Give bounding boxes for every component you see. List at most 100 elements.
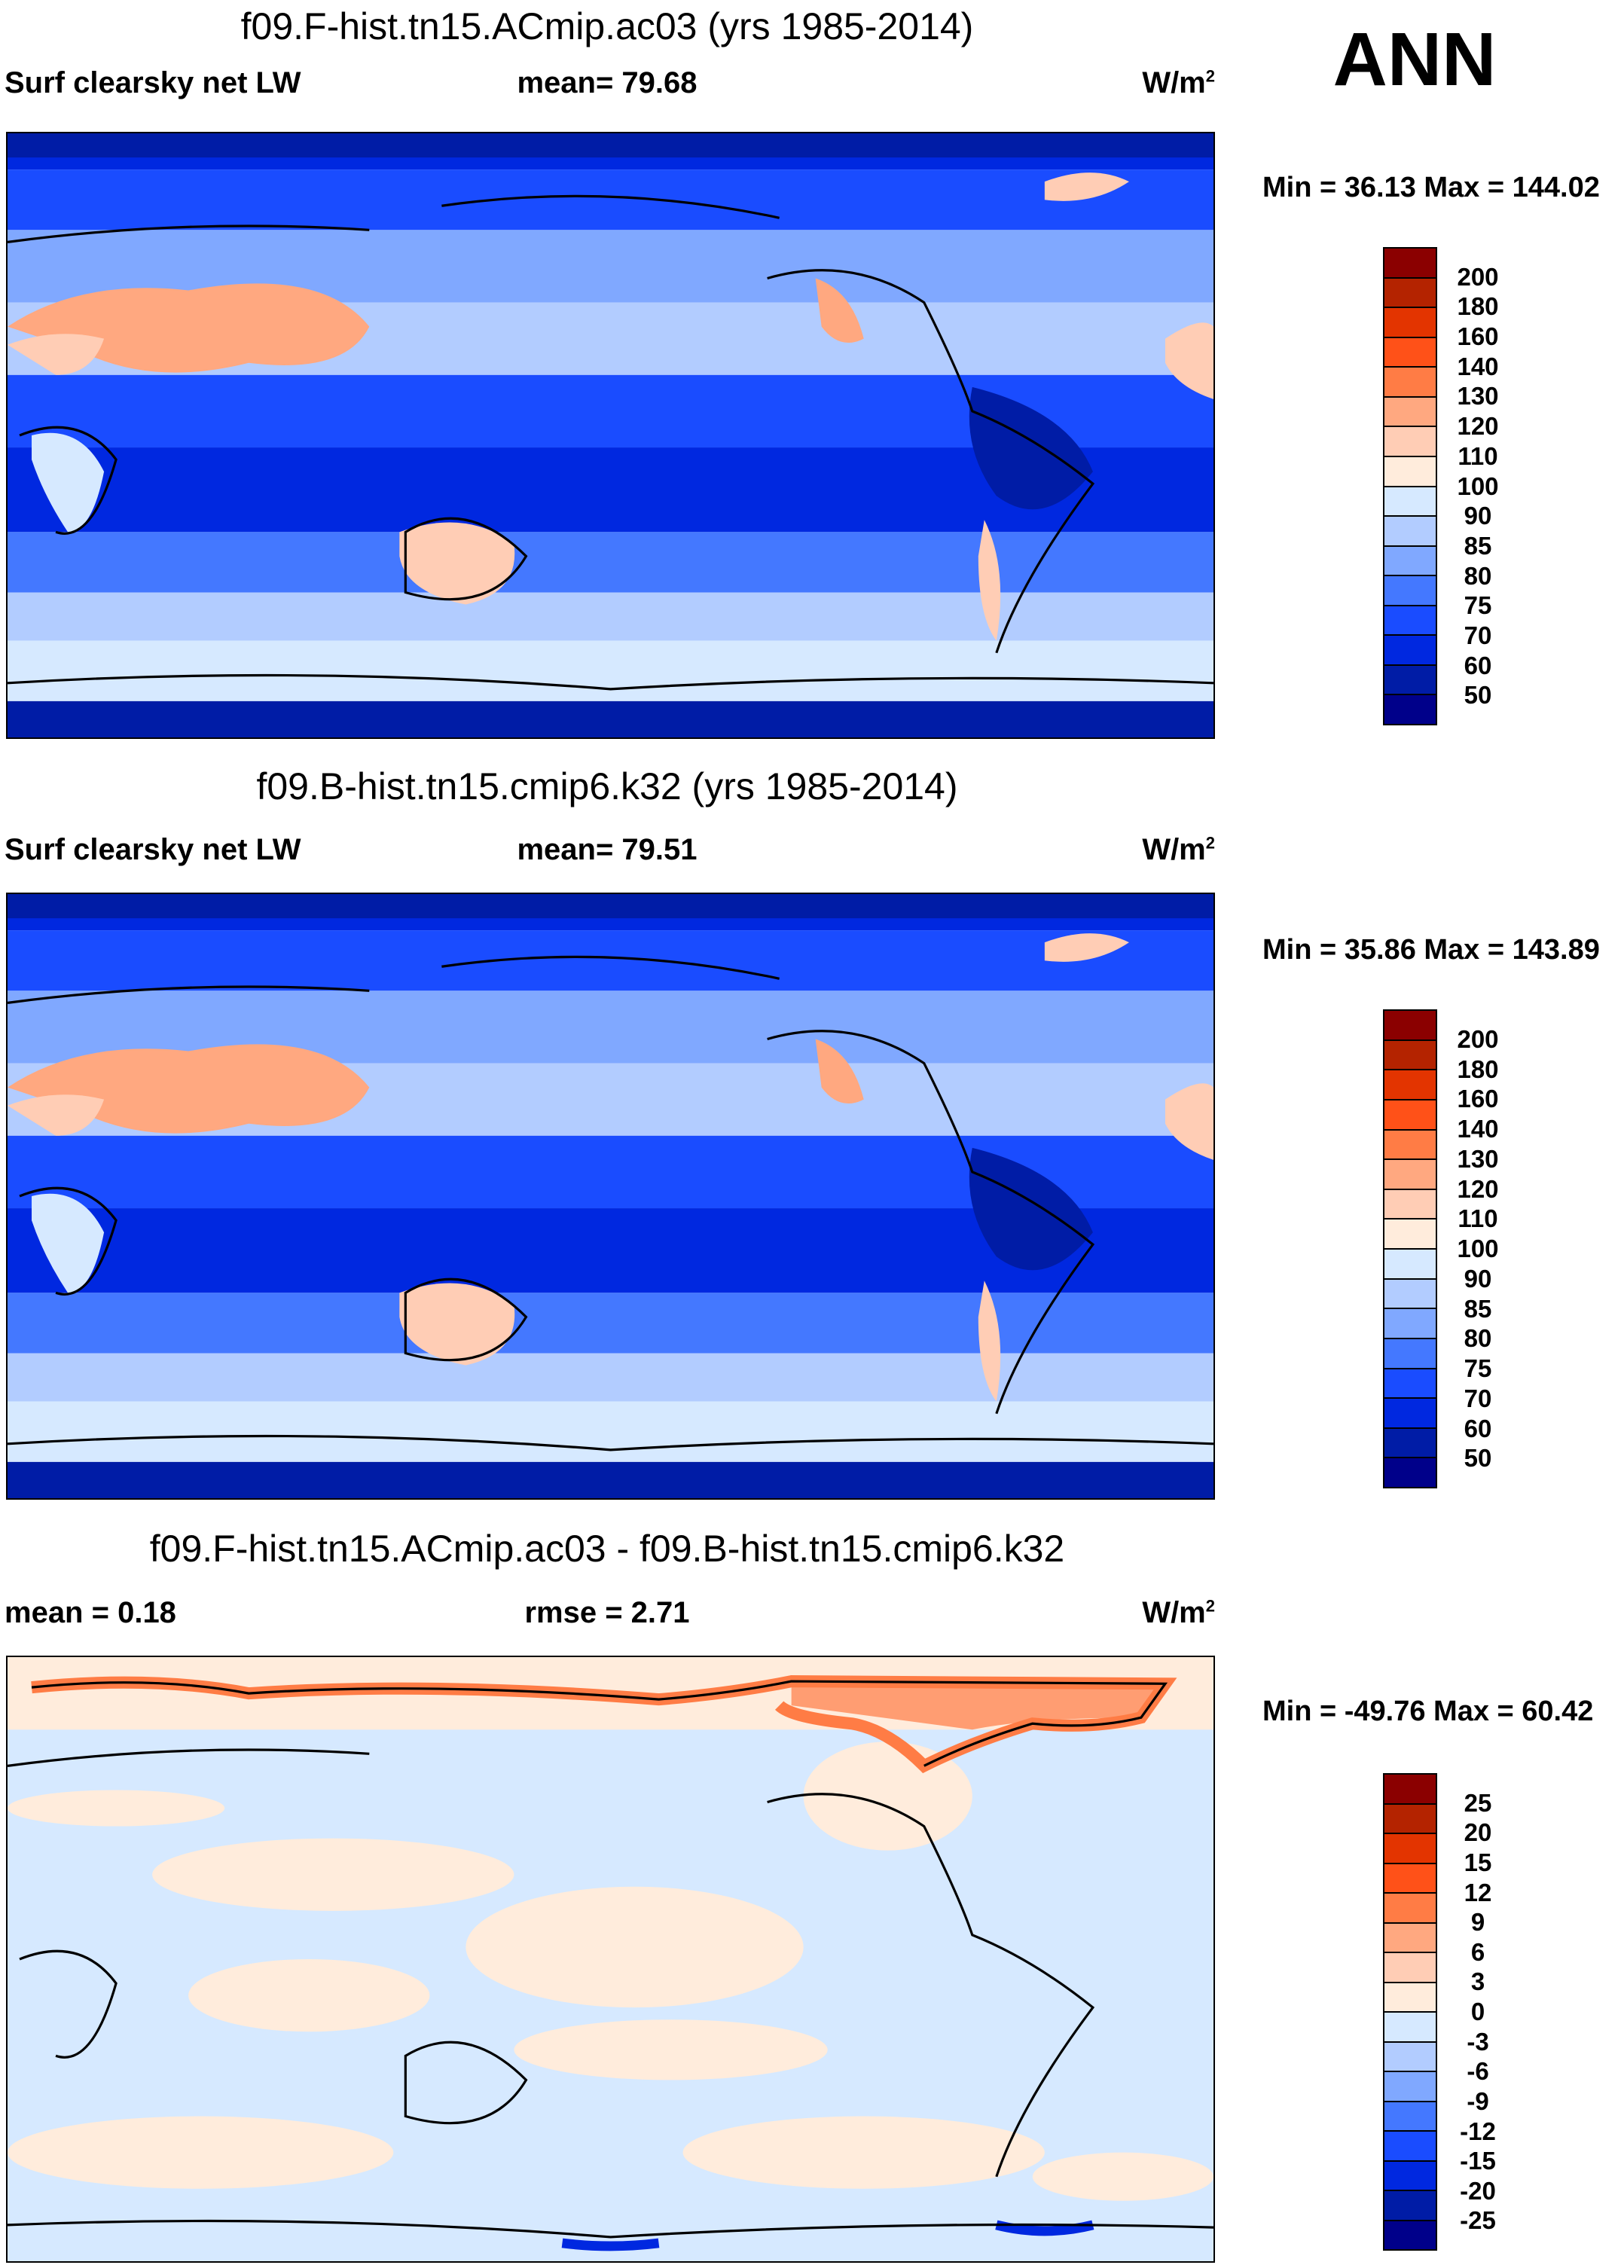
colorbar-tick-label: 75 <box>1464 591 1492 620</box>
colorbar-swatch <box>1384 1309 1436 1339</box>
colorbar-tick-label: 160 <box>1457 322 1499 351</box>
colorbar-swatch <box>1384 456 1436 487</box>
colorbar-swatch <box>1384 1894 1436 1924</box>
colorbar-tick-label: 160 <box>1457 1085 1499 1113</box>
colorbar-swatch <box>1384 546 1436 577</box>
colorbar-tick-label: 15 <box>1464 1848 1492 1876</box>
colorbar-swatch <box>1384 1130 1436 1161</box>
colorbar-tick-label: 130 <box>1457 382 1499 411</box>
colorbar-swatch <box>1384 368 1436 398</box>
contour-field <box>8 133 1213 737</box>
units-label: W/m2 <box>1142 66 1215 100</box>
units-label: W/m2 <box>1142 833 1215 867</box>
colorbar <box>1383 247 1437 725</box>
contour-field <box>8 894 1213 1498</box>
season-label: ANN <box>1332 17 1497 102</box>
units-exponent: 2 <box>1205 833 1215 853</box>
colorbar-tick-label: 6 <box>1470 1937 1485 1966</box>
colorbar-swatch <box>1384 576 1436 606</box>
colorbar-swatch <box>1384 606 1436 636</box>
colorbar-swatch <box>1384 1458 1436 1487</box>
map-plot <box>6 1656 1215 2263</box>
min-max-label: Min = -49.76 Max = 60.42 <box>1262 1696 1594 1727</box>
panel-title: f09.F-hist.tn15.ACmip.ac03 (yrs 1985-201… <box>240 5 974 47</box>
colorbar-swatch <box>1384 397 1436 428</box>
colorbar-swatch <box>1384 665 1436 696</box>
colorbar-tick-label: 50 <box>1464 681 1492 710</box>
colorbar-swatch <box>1384 2013 1436 2043</box>
variable-name: Surf clearsky net LW <box>5 833 301 866</box>
units-base: W/m <box>1142 66 1206 99</box>
colorbar-swatch <box>1384 1428 1436 1459</box>
colorbar-tick-label: 80 <box>1464 561 1492 590</box>
colorbar-tick-label: 200 <box>1457 1024 1499 1053</box>
colorbar-tick-label: 110 <box>1458 1204 1498 1233</box>
colorbar-tick-label: 20 <box>1464 1818 1492 1847</box>
colorbar-tick-label: 100 <box>1457 472 1499 500</box>
colorbar-tick-label: 0 <box>1470 1998 1485 2025</box>
colorbar-swatch <box>1384 249 1436 279</box>
panel-title: f09.B-hist.tn15.cmip6.k32 (yrs 1985-2014… <box>256 765 958 807</box>
colorbar-tick-label: -25 <box>1460 2206 1496 2235</box>
colorbar-swatch <box>1384 2072 1436 2102</box>
colorbar-tick-label: 90 <box>1464 1264 1492 1293</box>
colorbar-swatch <box>1384 636 1436 666</box>
colorbar <box>1383 1009 1437 1488</box>
colorbar-tick-label: 70 <box>1464 1384 1492 1412</box>
units-label: W/m2 <box>1142 1596 1215 1630</box>
colorbar-swatch <box>1384 1923 1436 1953</box>
colorbar-swatch <box>1384 1369 1436 1400</box>
colorbar-swatch <box>1384 1279 1436 1310</box>
mean-label: mean= 79.51 <box>517 833 698 866</box>
colorbar-swatch <box>1384 1775 1436 1805</box>
min-max-label: Min = 35.86 Max = 143.89 <box>1262 934 1600 966</box>
colorbar-tick-label: 110 <box>1458 441 1498 470</box>
colorbar-tick-label: -3 <box>1467 2027 1489 2056</box>
map-plot <box>6 893 1215 1500</box>
colorbar-swatch <box>1384 1250 1436 1280</box>
colorbar-swatch <box>1384 278 1436 309</box>
colorbar-tick-label: 140 <box>1457 352 1499 380</box>
colorbar-tick-label: -9 <box>1467 2086 1489 2115</box>
colorbar-tick-label: 85 <box>1464 1294 1492 1323</box>
colorbar-swatch <box>1384 1011 1436 1041</box>
variable-name: Surf clearsky net LW <box>5 66 301 99</box>
colorbar-tick-label: -15 <box>1460 2147 1496 2175</box>
colorbar-swatch <box>1384 1804 1436 1834</box>
contour-field <box>8 1657 1213 2261</box>
colorbar-tick-label: 200 <box>1457 262 1499 291</box>
colorbar-tick-label: 3 <box>1470 1967 1485 1996</box>
colorbar-tick-label: 120 <box>1457 1174 1499 1203</box>
units-base: W/m <box>1142 1596 1206 1629</box>
colorbar-tick-label: 60 <box>1464 651 1492 679</box>
mean-label: mean= 79.68 <box>517 66 698 99</box>
colorbar-tick-label: 70 <box>1464 621 1492 649</box>
colorbar-tick-label: 12 <box>1464 1878 1492 1906</box>
panel-title: f09.F-hist.tn15.ACmip.ac03 - f09.B-hist.… <box>149 1528 1065 1570</box>
colorbar-tick-label: 130 <box>1457 1144 1499 1173</box>
colorbar-tick-label: 9 <box>1470 1908 1485 1937</box>
colorbar-swatch <box>1384 1070 1436 1100</box>
colorbar-tick-label: 90 <box>1464 502 1492 530</box>
colorbar-tick-label: 50 <box>1464 1444 1492 1473</box>
colorbar-tick-label: 180 <box>1457 292 1499 321</box>
colorbar-swatch <box>1384 1040 1436 1071</box>
mean-label: mean = 0.18 <box>5 1596 176 1629</box>
colorbar-swatch <box>1384 1834 1436 1864</box>
colorbar-swatch <box>1384 487 1436 517</box>
units-exponent: 2 <box>1205 66 1215 86</box>
colorbar-tick-label: -6 <box>1467 2057 1489 2086</box>
colorbar-swatch <box>1384 2102 1436 2132</box>
colorbar-swatch <box>1384 517 1436 547</box>
colorbar-swatch <box>1384 1983 1436 2013</box>
colorbar-swatch <box>1384 1160 1436 1190</box>
colorbar-swatch <box>1384 2221 1436 2249</box>
colorbar-swatch <box>1384 308 1436 338</box>
colorbar-tick-label: 100 <box>1457 1235 1499 1262</box>
colorbar-tick-label: 85 <box>1464 531 1492 560</box>
colorbar-swatch <box>1384 1864 1436 1894</box>
colorbar-tick-label: 60 <box>1464 1414 1492 1442</box>
colorbar-swatch <box>1384 2042 1436 2072</box>
colorbar-swatch <box>1384 695 1436 724</box>
colorbar-tick-label: 75 <box>1464 1354 1492 1382</box>
